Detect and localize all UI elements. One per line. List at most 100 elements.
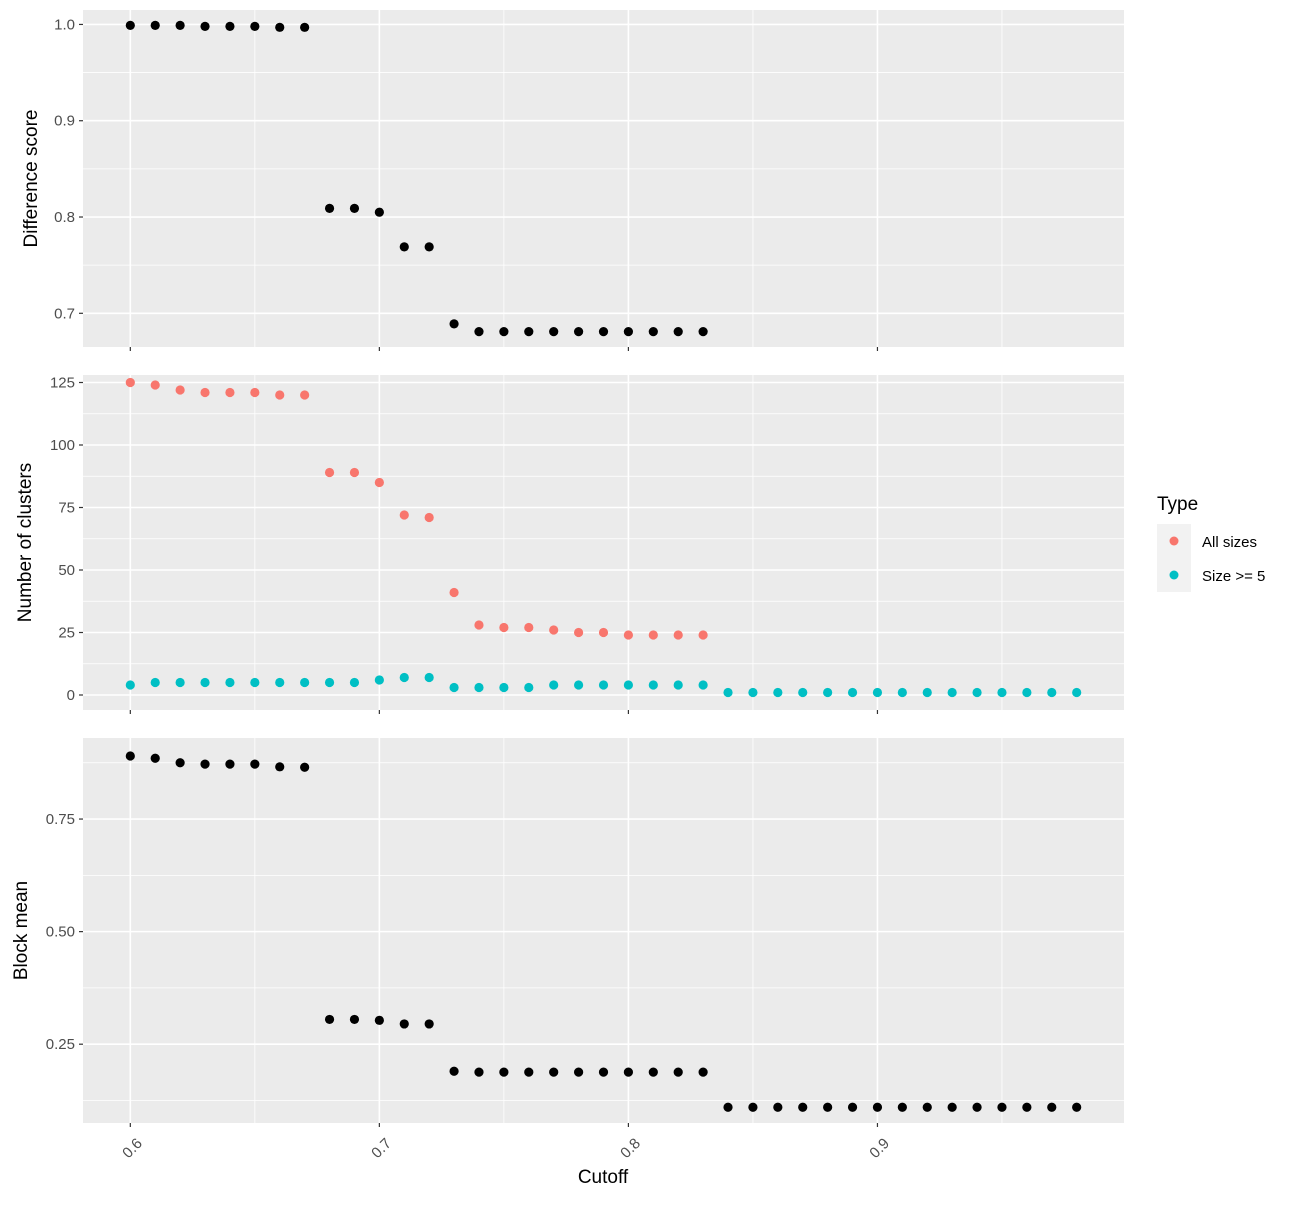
grid-lines — [83, 10, 1124, 347]
point-size-5 — [349, 677, 360, 688]
y-tick-label: 125 — [50, 375, 75, 392]
block-mean-panel: 0.250.500.750.6 0.7 0.8 0.9 Block mean Cuto… — [11, 738, 1124, 1188]
point-series-0 — [524, 1067, 534, 1077]
point-all-sizes — [200, 387, 210, 398]
point-size-5 — [125, 680, 135, 690]
x-axis-title: Cutoff — [578, 1167, 629, 1188]
point-series-0 — [673, 326, 683, 337]
point-size-5 — [623, 680, 634, 690]
point-series-0 — [847, 1102, 858, 1112]
y-tick-label: 0.50 — [46, 924, 75, 941]
data-points — [125, 20, 708, 337]
point-all-sizes — [225, 387, 235, 398]
point-series-0 — [175, 758, 185, 768]
point-series-0 — [225, 759, 235, 769]
point-size-5 — [847, 687, 858, 698]
point-size-5 — [300, 677, 310, 688]
point-size-5 — [549, 680, 559, 690]
legend-key-size-5-plus — [1169, 570, 1179, 580]
point-series-0 — [997, 1102, 1007, 1112]
point-size-5 — [1047, 687, 1057, 698]
point-all-sizes — [524, 622, 534, 633]
point-all-sizes — [250, 387, 260, 398]
point-series-0 — [250, 759, 260, 769]
point-all-sizes — [399, 510, 409, 520]
point-size-5 — [399, 672, 409, 683]
point-series-0 — [150, 20, 160, 31]
point-size-5 — [524, 682, 534, 693]
point-size-5 — [175, 677, 185, 688]
point-size-5 — [324, 677, 335, 688]
point-series-0 — [150, 753, 160, 763]
point-series-0 — [449, 1066, 459, 1076]
point-series-0 — [723, 1102, 733, 1112]
point-size-5 — [275, 677, 285, 688]
point-size-5 — [598, 680, 609, 690]
point-all-sizes — [275, 390, 285, 400]
point-size-5 — [897, 687, 907, 698]
y-tick-label: 75 — [58, 500, 75, 517]
point-all-sizes — [349, 467, 360, 478]
point-series-0 — [598, 1067, 609, 1077]
point-series-0 — [300, 762, 310, 772]
point-series-0 — [200, 759, 210, 769]
panel-background — [83, 10, 1124, 347]
point-series-0 — [424, 1019, 434, 1029]
legend: Type All sizes Size >= 5 — [1157, 494, 1265, 592]
point-series-0 — [250, 21, 260, 31]
point-series-0 — [573, 1067, 584, 1077]
point-all-sizes — [150, 380, 160, 390]
point-size-5 — [200, 677, 210, 688]
point-size-5 — [698, 680, 708, 690]
y-tick-label: 1.0 — [54, 16, 75, 33]
point-series-0 — [798, 1102, 808, 1112]
y-axis-title: Difference score — [21, 110, 42, 248]
point-series-0 — [499, 1067, 509, 1077]
point-all-sizes — [474, 620, 484, 630]
point-all-sizes — [300, 390, 310, 400]
difference-score-panel: 0.7 0.8 0.9 1.0 Difference score — [21, 10, 1124, 351]
y-tick-label: 100 — [50, 437, 75, 454]
point-size-5 — [1072, 687, 1082, 698]
point-series-0 — [648, 326, 658, 337]
point-series-0 — [125, 20, 135, 31]
point-series-0 — [1047, 1102, 1057, 1112]
point-series-0 — [972, 1102, 982, 1112]
point-size-5 — [748, 687, 758, 698]
point-size-5 — [773, 687, 783, 698]
point-series-0 — [549, 1067, 559, 1077]
grid-lines — [83, 738, 1124, 1123]
panel-background — [83, 738, 1124, 1123]
point-series-0 — [648, 1067, 658, 1077]
point-series-0 — [922, 1102, 932, 1112]
point-size-5 — [947, 687, 957, 698]
point-all-sizes — [424, 512, 434, 523]
data-points — [125, 377, 1082, 698]
point-size-5 — [424, 672, 434, 683]
point-series-0 — [349, 1014, 360, 1025]
point-series-0 — [399, 242, 409, 252]
point-size-5 — [798, 687, 808, 698]
point-series-0 — [374, 207, 384, 217]
point-series-0 — [349, 203, 360, 213]
point-size-5 — [449, 682, 459, 693]
point-all-sizes — [623, 630, 634, 640]
point-series-0 — [524, 326, 534, 337]
point-series-0 — [474, 326, 484, 337]
point-all-sizes — [598, 627, 609, 638]
data-points — [125, 751, 1082, 1112]
point-all-sizes — [573, 627, 584, 638]
y-tick-label: 0 — [67, 687, 75, 704]
point-all-sizes — [549, 625, 559, 635]
point-all-sizes — [698, 630, 708, 640]
point-series-0 — [125, 751, 135, 761]
point-series-0 — [399, 1019, 409, 1029]
point-size-5 — [673, 680, 683, 690]
point-series-0 — [549, 326, 559, 337]
y-tick-label: 0.8 — [54, 209, 75, 226]
point-all-sizes — [324, 467, 335, 478]
point-size-5 — [150, 677, 160, 688]
y-tick-label: 25 — [58, 625, 75, 642]
point-series-0 — [499, 326, 509, 337]
point-all-sizes — [175, 385, 185, 395]
